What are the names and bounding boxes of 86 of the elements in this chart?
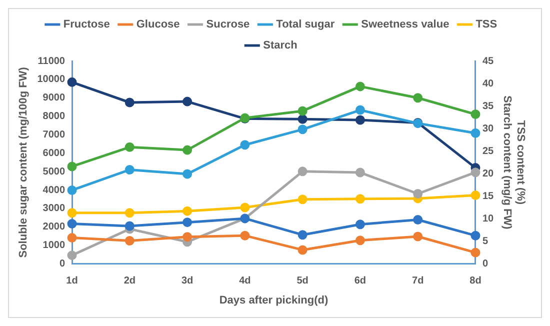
x-tick-label: 8d — [470, 276, 482, 287]
y2-tick-label: 40 — [482, 78, 494, 90]
point — [470, 230, 480, 240]
legend-label: Glucose — [136, 18, 180, 31]
point — [413, 214, 423, 224]
legend-label: Sweetness value — [361, 18, 450, 31]
y-tick-label: 3000 — [42, 203, 66, 214]
x-axis-title: Days after picking(d) — [219, 294, 328, 306]
point — [298, 230, 308, 240]
y2-tick-label: 45 — [482, 56, 494, 67]
point — [67, 185, 77, 195]
point — [124, 208, 134, 218]
x-tick-label: 7d — [412, 276, 424, 287]
point — [470, 168, 480, 178]
point — [124, 165, 134, 175]
point — [67, 77, 77, 87]
point — [298, 166, 308, 176]
point — [240, 202, 250, 212]
point — [413, 188, 423, 198]
y2-tick-label: 25 — [482, 146, 494, 157]
point — [355, 115, 365, 125]
y2-tick-label: 20 — [482, 168, 494, 180]
point — [124, 221, 134, 231]
legend-label: Starch — [263, 40, 298, 52]
y2-tick-label: 15 — [482, 190, 494, 202]
point — [182, 206, 192, 216]
y2-tick-label: 30 — [482, 123, 494, 134]
point — [124, 98, 134, 108]
point — [240, 230, 250, 240]
y-tick-label: 11000 — [38, 56, 66, 67]
point — [470, 110, 480, 120]
x-tick-label: 6d — [354, 276, 366, 287]
point — [470, 128, 480, 138]
legend-label: Fructose — [63, 18, 110, 31]
point — [470, 248, 480, 258]
point — [240, 140, 250, 150]
y-tick-label: 1000 — [42, 240, 66, 252]
point — [67, 208, 77, 218]
legend-label: TSS — [476, 18, 498, 31]
point — [67, 233, 77, 243]
point — [298, 124, 308, 134]
point — [413, 93, 423, 103]
y-tick-label: 4000 — [42, 184, 66, 196]
y-tick-label: 5000 — [42, 166, 66, 178]
y2-tick-label: 35 — [482, 100, 494, 112]
y-tick-label: 2000 — [42, 222, 66, 233]
point — [182, 96, 192, 106]
point — [355, 194, 365, 204]
y2-tick-label: 0 — [482, 258, 488, 270]
x-tick-label: 2d — [124, 276, 136, 287]
x-tick-label: 3d — [181, 276, 194, 287]
point — [298, 194, 308, 204]
point — [355, 105, 365, 115]
y2-tick-label: 10 — [482, 213, 494, 224]
y2-axis-title: TSS content (%) Starch content (mg/g FW) — [501, 95, 526, 230]
y-tick-label: 9000 — [42, 92, 66, 104]
point — [355, 220, 365, 230]
point — [298, 245, 308, 255]
point — [355, 82, 365, 92]
point — [67, 250, 77, 260]
point — [298, 114, 308, 124]
y-tick-label: 8000 — [42, 111, 66, 122]
point — [182, 232, 192, 242]
point — [182, 169, 192, 179]
y2-tick-label: 5 — [482, 236, 488, 248]
point — [182, 145, 192, 155]
point — [67, 219, 77, 229]
legend-label: Sucrose — [206, 18, 250, 31]
point — [413, 232, 423, 242]
y-tick-label: 7000 — [42, 129, 66, 140]
point — [182, 218, 192, 228]
x-tick-label: 4d — [239, 276, 251, 287]
point — [355, 236, 365, 246]
point — [124, 236, 134, 246]
point — [298, 106, 308, 116]
point — [355, 168, 365, 178]
x-tick-label: 5d — [296, 276, 308, 287]
y-tick-label: 10000 — [37, 74, 66, 86]
point — [470, 190, 480, 200]
y-tick-label: 6000 — [42, 148, 66, 159]
point — [67, 162, 77, 172]
x-tick-label: 1d — [66, 276, 78, 287]
y-tick-label: 0 — [59, 258, 66, 270]
legend-label: Total sugar — [276, 18, 336, 31]
y-axis-title: Soluble sugar content (mg/100g FW) — [18, 66, 30, 258]
point — [124, 142, 134, 152]
